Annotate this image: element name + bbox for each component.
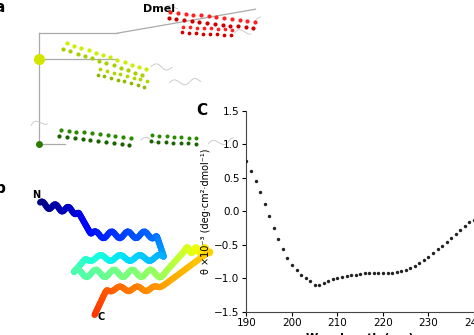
Point <box>256 190 264 195</box>
Point <box>270 225 278 230</box>
Point <box>347 273 355 278</box>
Point <box>443 239 450 245</box>
Point <box>329 277 337 282</box>
Point <box>311 282 319 287</box>
Point <box>374 271 382 276</box>
Point <box>293 267 301 273</box>
Point <box>416 261 423 266</box>
Point <box>429 251 437 256</box>
Point <box>447 235 455 241</box>
Point <box>465 220 473 225</box>
Point <box>425 254 432 259</box>
Point <box>338 274 346 279</box>
Point <box>365 271 373 276</box>
Point <box>283 255 291 261</box>
Point <box>370 271 378 276</box>
Text: b: b <box>0 181 6 196</box>
Point <box>361 271 369 276</box>
Point <box>402 267 410 273</box>
Y-axis label: θ ×10⁻³ (deg·cm²·dmol⁻¹): θ ×10⁻³ (deg·cm²·dmol⁻¹) <box>201 148 211 274</box>
Point <box>384 270 392 275</box>
Text: a: a <box>0 0 5 15</box>
Point <box>302 275 310 281</box>
Point <box>407 265 414 271</box>
Point <box>252 178 259 184</box>
Point <box>379 271 387 276</box>
Point <box>438 243 446 249</box>
Point <box>288 262 296 267</box>
Text: C: C <box>196 103 208 118</box>
Text: N: N <box>32 190 40 200</box>
Point <box>343 273 350 279</box>
Point <box>274 237 282 242</box>
Point <box>452 231 460 237</box>
Point <box>470 217 474 222</box>
Point <box>434 247 441 252</box>
Point <box>265 214 273 219</box>
Point <box>352 272 359 277</box>
Point <box>320 281 328 286</box>
Point <box>243 158 250 163</box>
Text: Dmel: Dmel <box>144 4 175 14</box>
Text: C: C <box>97 312 104 322</box>
Point <box>325 279 332 284</box>
Point <box>297 272 305 277</box>
Point <box>356 271 364 277</box>
Point <box>306 279 314 284</box>
Point <box>261 202 268 207</box>
Point <box>247 168 255 174</box>
Point <box>411 263 419 269</box>
Point <box>397 269 405 274</box>
Point <box>461 223 469 228</box>
Point <box>388 270 396 275</box>
Point <box>279 247 287 252</box>
Point <box>316 282 323 287</box>
Point <box>456 227 464 232</box>
Point <box>334 275 341 281</box>
X-axis label: Wavelength (nm): Wavelength (nm) <box>306 333 414 335</box>
Point <box>393 269 401 275</box>
Point <box>420 257 428 263</box>
